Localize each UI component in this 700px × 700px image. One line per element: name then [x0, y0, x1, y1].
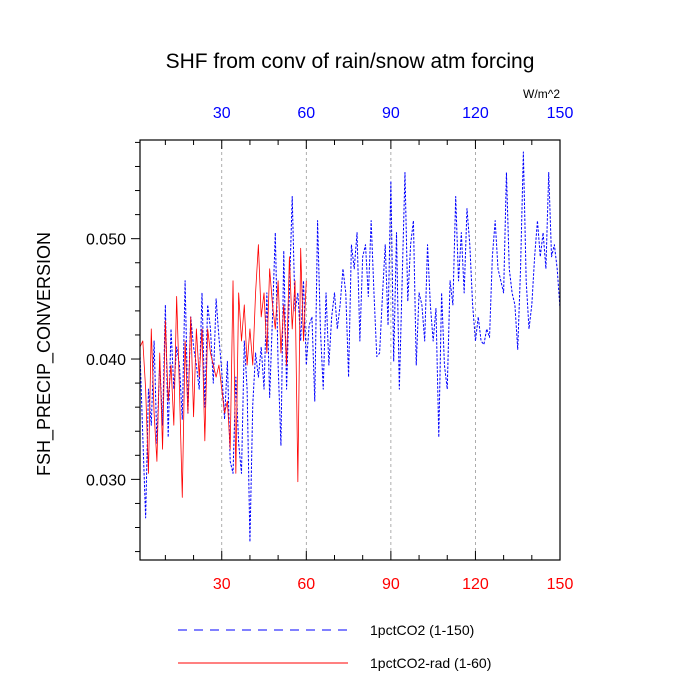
series-line-1	[139, 151, 561, 543]
x-tick-label-bottom: 120	[462, 576, 489, 593]
x-tick-label-bottom: 60	[297, 576, 315, 593]
grid-lines	[221, 140, 476, 560]
y-axis-label: FSH_PRECIP_CONVERSION	[34, 232, 55, 476]
plot-frame	[139, 139, 561, 561]
legend-label-2: 1pctCO2-rad (1-60)	[370, 655, 491, 671]
x-tick-label-top: 120	[462, 105, 489, 122]
x-tick-label-bottom: 90	[382, 576, 400, 593]
x-tick-label-top: 60	[297, 105, 315, 122]
y-tick-label: 0.050	[86, 232, 126, 249]
x-tick-label-top: 90	[382, 105, 400, 122]
x-tick-label-bottom: 150	[547, 576, 574, 593]
legend: 1pctCO2 (1-150) 1pctCO2-rad (1-60)	[178, 622, 491, 671]
x-tick-label-top: 150	[547, 105, 574, 122]
y-tick-label: 0.040	[86, 352, 126, 369]
series-lines	[139, 151, 561, 543]
units-label: W/m^2	[523, 87, 560, 101]
x-tick-label-top: 30	[213, 105, 231, 122]
y-tick-label: 0.030	[86, 472, 126, 489]
legend-label-1: 1pctCO2 (1-150)	[370, 622, 474, 638]
chart-title: SHF from conv of rain/snow atm forcing	[166, 50, 535, 73]
x-tick-label-bottom: 30	[213, 576, 231, 593]
axis-ticks: 30 30 60 60 90 90 120 120 150 150 0.030 0.040 0.050	[86, 105, 573, 593]
series-line-2	[139, 244, 307, 498]
